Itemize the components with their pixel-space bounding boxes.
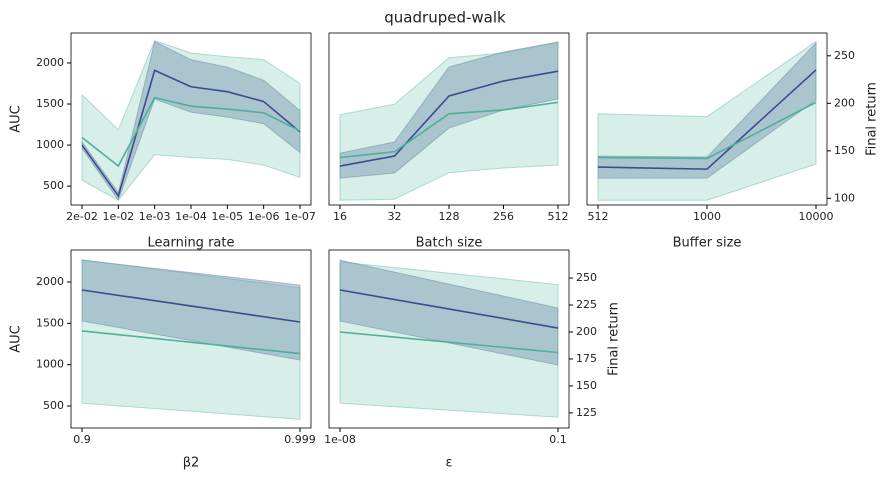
band — [81, 40, 301, 202]
y-axis-label: AUC — [9, 325, 24, 353]
line — [339, 70, 559, 167]
chart-title: quadruped-walk — [384, 9, 506, 27]
line — [81, 330, 301, 355]
x-tick-label: 1e-08 — [324, 433, 356, 446]
y-tick-label: 2000 — [36, 275, 64, 288]
x-tick-label: 512 — [588, 210, 609, 223]
x-tick-label: 1e-07 — [284, 210, 316, 223]
band — [81, 259, 301, 420]
y2-tick-label: 250 — [576, 271, 597, 284]
x-axis-label: Batch size — [416, 236, 483, 251]
x-axis-label: ε — [445, 456, 452, 471]
x-tick-label: 128 — [439, 210, 460, 223]
band — [597, 40, 817, 201]
x-tick-label: 1000 — [693, 210, 721, 223]
y2-tick-label: 125 — [576, 406, 597, 419]
band — [339, 259, 559, 366]
y-tick-label: 500 — [43, 399, 64, 412]
line — [81, 69, 301, 198]
y-axis-label: AUC — [9, 105, 24, 133]
x-tick-label: 1e-03 — [139, 210, 171, 223]
line — [81, 289, 301, 323]
x-tick-label: 1e-04 — [175, 210, 207, 223]
x-tick-label: 1e-05 — [211, 210, 243, 223]
x-tick-label: 0.9 — [73, 433, 91, 446]
y2-tick-label: 200 — [576, 325, 597, 338]
x-tick-label: 256 — [493, 210, 514, 223]
x-tick-label: 32 — [388, 210, 402, 223]
y2-axis-label: Final return — [607, 302, 622, 376]
x-tick-label: 1e-06 — [248, 210, 280, 223]
band — [81, 259, 301, 361]
x-tick-label: 2e-02 — [66, 210, 98, 223]
line — [339, 331, 559, 354]
x-tick-label: 0.999 — [284, 433, 316, 446]
y2-tick-label: 175 — [576, 352, 597, 365]
x-axis-label: Learning rate — [148, 236, 235, 251]
x-axis-label: Buffer size — [673, 236, 742, 251]
line — [339, 101, 559, 159]
y2-tick-label: 225 — [576, 298, 597, 311]
band — [339, 41, 559, 201]
y2-tick-label: 250 — [834, 49, 855, 62]
plot-frame — [70, 249, 312, 429]
line — [81, 96, 301, 168]
y-tick-label: 1000 — [36, 138, 64, 151]
x-axis-label: β2 — [183, 456, 200, 471]
band — [81, 39, 301, 201]
line — [597, 101, 817, 160]
y2-tick-label: 150 — [834, 144, 855, 157]
y-tick-label: 500 — [43, 179, 64, 192]
x-tick-label: 0.1 — [549, 433, 567, 446]
y2-tick-label: 150 — [576, 379, 597, 392]
band — [339, 261, 559, 418]
y-tick-label: 2000 — [36, 56, 64, 69]
y-tick-label: 1500 — [36, 97, 64, 110]
line — [597, 69, 817, 170]
line — [339, 289, 559, 329]
y2-axis-label: Final return — [865, 82, 880, 156]
x-tick-label: 16 — [333, 210, 347, 223]
x-tick-label: 10000 — [799, 210, 834, 223]
band — [339, 41, 559, 179]
y-tick-label: 1500 — [36, 316, 64, 329]
plot-frame — [328, 249, 570, 429]
y2-tick-label: 100 — [834, 191, 855, 204]
y2-tick-label: 200 — [834, 96, 855, 109]
y-tick-label: 1000 — [36, 358, 64, 371]
x-tick-label: 1e-02 — [102, 210, 134, 223]
x-tick-label: 512 — [548, 210, 569, 223]
